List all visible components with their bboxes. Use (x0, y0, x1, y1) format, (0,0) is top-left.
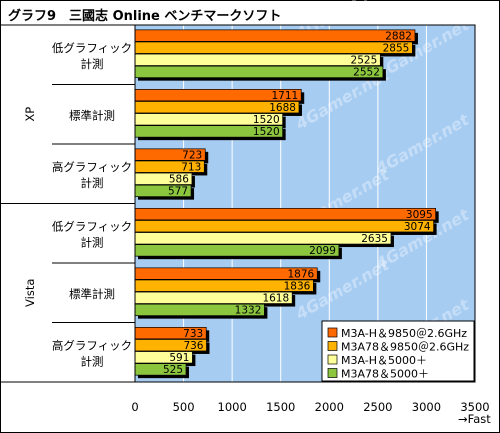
data-label: 3074 (404, 221, 431, 233)
category-label: 計測 (81, 354, 104, 368)
chart-title: グラフ9 三國志 Online ベンチマークソフト (8, 8, 281, 24)
data-label: 736 (183, 340, 203, 352)
bar (134, 232, 392, 245)
tick-label: 3000 (412, 400, 441, 414)
legend-label: M3A78＆5000＋ (341, 368, 429, 381)
tick-label: 3500 (460, 400, 489, 414)
data-label: 3095 (406, 209, 433, 221)
bar (134, 65, 384, 79)
data-label: 1711 (271, 90, 298, 102)
group-label: Vista (23, 279, 37, 307)
tick-label: 1000 (218, 400, 247, 414)
data-label: 577 (168, 186, 188, 198)
data-label: 1688 (269, 102, 296, 114)
plot-area: 4Gamer.net4Gamer.net4Gamer.net4Gamer.net… (134, 0, 476, 383)
category-label: 高グラフィック (52, 338, 132, 352)
category-label: 計測 (81, 57, 104, 71)
category-label: 低グラフィック (52, 41, 132, 55)
data-label: 1520 (253, 126, 280, 138)
bar (134, 53, 381, 66)
tick-label: 2500 (363, 400, 392, 414)
x-axis-label: →Fast (458, 412, 491, 426)
data-label: 1332 (235, 305, 262, 317)
legend-label: M3A78＆9850＠2.6GHz (341, 341, 469, 354)
bar (134, 208, 437, 221)
data-label: 2099 (309, 245, 336, 257)
tick-label: 1500 (266, 400, 295, 414)
category-label: 低グラフィック (52, 219, 132, 233)
data-label: 1836 (284, 280, 311, 292)
data-label: 2855 (383, 42, 410, 54)
bar (134, 220, 434, 233)
category-label: 計測 (81, 176, 104, 190)
x-axis-ticks: 0 500 1000 1500 2000 2500 3000 3500 (131, 400, 489, 414)
category-label: 高グラフィック (52, 160, 132, 174)
data-label: 1618 (262, 293, 289, 305)
category-label: 標準計測 (69, 108, 115, 122)
category-label: 標準計測 (69, 287, 115, 301)
tick-label: 500 (173, 400, 195, 414)
tick-label: 0 (131, 400, 138, 414)
legend-swatch (327, 368, 338, 378)
category-label: 計測 (81, 235, 104, 249)
data-label: 713 (181, 161, 201, 173)
group-label: XP (23, 107, 37, 122)
legend-label: M3A-H＆5000＋ (341, 354, 427, 367)
data-label: 2525 (351, 55, 378, 67)
legend-swatch (327, 354, 338, 365)
data-label: 1876 (288, 268, 315, 280)
data-label: 2882 (385, 30, 412, 42)
legend-swatch (327, 341, 338, 351)
data-label: 1520 (253, 114, 280, 126)
data-label: 2552 (353, 67, 380, 79)
tick-label: 2000 (315, 400, 344, 414)
data-label: 723 (182, 149, 202, 161)
legend-box (321, 320, 475, 382)
legend-swatch (327, 327, 338, 338)
legend-label: M3A-H＆9850＠2.6GHz (341, 327, 467, 340)
bar (134, 29, 416, 42)
legend: M3A-H＆9850＠2.6GHzM3A78＆9850＠2.6GHzM3A-H＆… (321, 320, 475, 382)
data-label: 591 (169, 352, 189, 364)
bar (134, 41, 413, 54)
data-label: 2635 (361, 233, 388, 245)
data-label: 525 (163, 364, 183, 376)
category-labels: 低グラフィック計測標準計測高グラフィック計測低グラフィック計測標準計測高グラフィ… (0, 24, 135, 383)
data-label: 733 (183, 328, 203, 340)
data-label: 586 (169, 174, 189, 186)
